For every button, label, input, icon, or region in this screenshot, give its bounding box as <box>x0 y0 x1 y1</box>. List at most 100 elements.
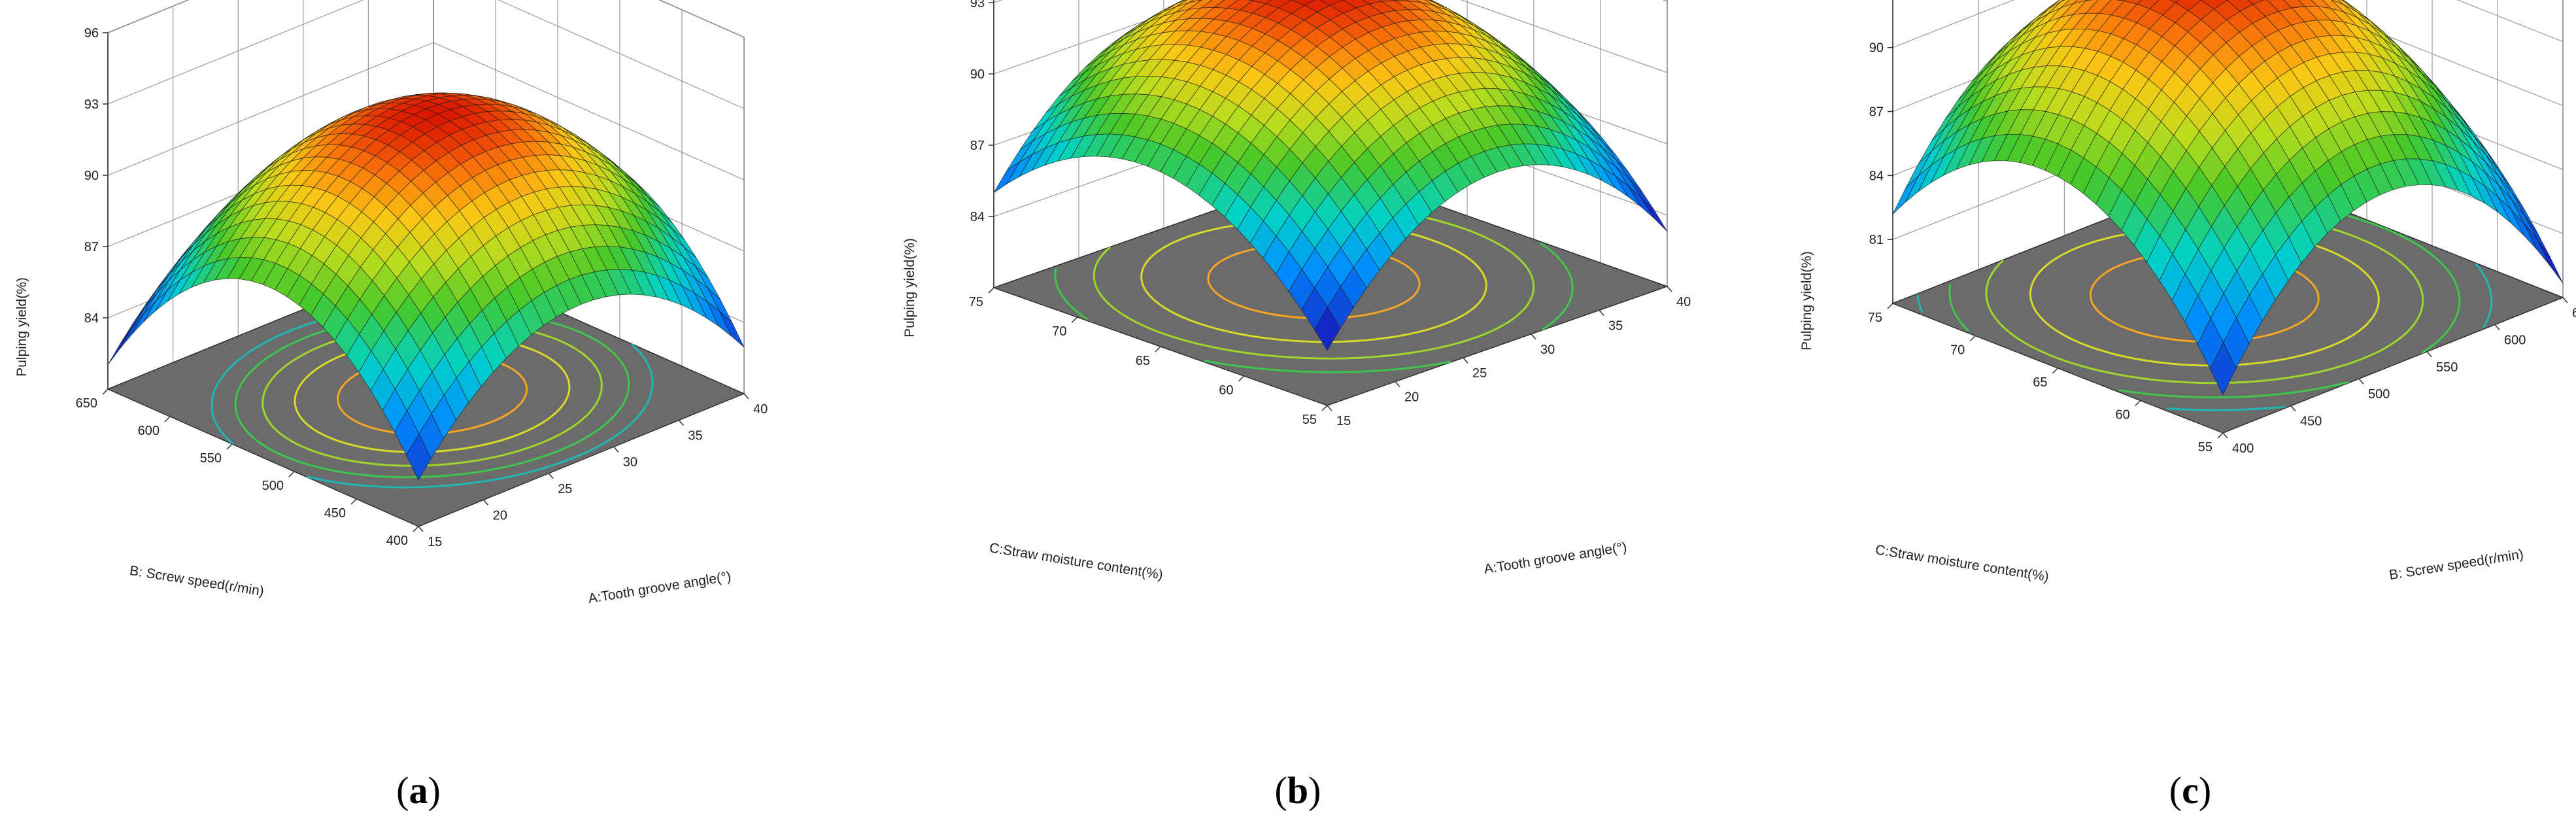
panel-label-open-paren: ( <box>396 769 409 812</box>
panel-label: (a) <box>396 769 441 812</box>
y-tick-mark <box>1238 375 1245 382</box>
y-tick-mark <box>2217 432 2224 439</box>
contour-line <box>1204 359 1451 373</box>
y-tick-mark <box>102 388 109 395</box>
y-tick-label: 55 <box>2198 440 2212 455</box>
panel-label-letter: b <box>1287 769 1308 812</box>
z-tick-label: 90 <box>1869 41 1884 56</box>
panel-label-close-paren: ) <box>428 769 441 812</box>
x-tick-label: 500 <box>2368 387 2390 402</box>
x-tick-mark <box>678 420 684 426</box>
contour-line <box>2166 405 2286 411</box>
surface-cell <box>1313 307 1341 351</box>
contour-line <box>1093 228 1535 360</box>
y-tick-label: 70 <box>1052 324 1066 339</box>
panel-label-open-paren: ( <box>2169 769 2182 812</box>
y-tick-label: 450 <box>324 506 346 521</box>
x-tick-label: 650 <box>2572 306 2576 320</box>
x-tick-label: 25 <box>558 482 572 496</box>
x-axis-title: B: Screw speed(r/min) <box>2388 547 2525 583</box>
y-tick-mark <box>1887 303 1893 309</box>
x-tick-mark <box>2222 432 2228 439</box>
y-tick-mark <box>1969 335 1976 342</box>
y-tick-label: 70 <box>1950 343 1965 358</box>
panel-b: 84879093961520253035405560657075Pulping … <box>902 0 1691 812</box>
z-tick-label: 84 <box>84 311 99 326</box>
x-axis: 15 20 25 30 35 40 <box>1327 286 1691 428</box>
x-tick-mark <box>2290 405 2296 412</box>
x-tick-mark <box>613 446 619 453</box>
x-tick-mark <box>548 473 554 479</box>
x-tick-label: 450 <box>2300 415 2322 429</box>
y-tick-mark <box>2135 400 2141 407</box>
x-tick-mark <box>1395 381 1400 388</box>
panel-label-close-paren: ) <box>1308 769 1321 812</box>
y-tick-label: 600 <box>138 424 160 438</box>
x-axis-title: A:Tooth groove angle(°) <box>1483 540 1628 577</box>
y-axis-title: C:Straw moisture content(%) <box>989 540 1164 583</box>
y-tick-label: 60 <box>1219 383 1233 398</box>
x-axis-title: A:Tooth groove angle(°) <box>587 569 732 606</box>
x-tick-label: 15 <box>1336 414 1351 428</box>
y-tick-mark <box>350 498 357 505</box>
x-tick-mark <box>1531 334 1536 340</box>
y-tick-label: 550 <box>200 451 222 466</box>
surface-cell <box>2210 341 2237 396</box>
panel-a: 84 87 90 93 96 15 20 25 30 35 40 400 450 500 550 600 650… <box>14 0 768 812</box>
z-tick-label: 87 <box>1869 105 1884 120</box>
y-tick-mark <box>164 416 171 422</box>
y-axis: 400 450 500 550 600 650 <box>76 388 419 548</box>
z-tick-label: 90 <box>970 67 985 82</box>
contour-line <box>1916 294 1924 313</box>
x-tick-mark <box>1327 405 1332 411</box>
x-tick-mark <box>1667 286 1672 292</box>
contour-line <box>2474 262 2493 329</box>
z-tick-label: 96 <box>84 26 99 41</box>
x-tick-mark <box>2358 378 2364 385</box>
y-tick-label: 60 <box>2116 408 2130 422</box>
x-tick-mark <box>1463 357 1468 364</box>
panel-label-open-paren: ( <box>1275 769 1287 812</box>
response-surface <box>993 0 1668 351</box>
x-tick-label: 40 <box>1676 295 1691 309</box>
y-tick-label: 75 <box>969 295 983 309</box>
x-axis: 15 20 25 30 35 40 <box>418 393 768 549</box>
y-tick-mark <box>226 443 233 450</box>
z-tick-label: 93 <box>970 0 985 10</box>
contour-line <box>1985 235 2424 385</box>
x-tick-mark <box>418 526 424 532</box>
x-tick-label: 600 <box>2504 333 2526 347</box>
surface-cell <box>2169 0 2180 3</box>
contour-line <box>1539 242 1574 331</box>
z-tick-label: 81 <box>1869 233 1884 247</box>
response-surface <box>107 92 745 481</box>
x-tick-label: 20 <box>1404 390 1419 405</box>
x-tick-mark <box>2426 351 2432 358</box>
contour-line <box>2118 381 2349 399</box>
x-tick-label: 30 <box>623 455 637 470</box>
x-tick-mark <box>2562 297 2568 303</box>
y-tick-mark <box>2052 368 2059 374</box>
y-tick-label: 65 <box>2033 375 2047 390</box>
x-tick-label: 15 <box>428 535 442 549</box>
z-axis-title: Pulping yield(%) <box>902 238 917 337</box>
x-tick-mark <box>2494 324 2500 330</box>
x-tick-label: 20 <box>493 508 507 523</box>
z-axis-title: Pulping yield(%) <box>14 277 29 377</box>
y-tick-label: 500 <box>262 479 284 493</box>
z-axis-title: Pulping yield(%) <box>1799 251 1814 351</box>
x-axis: 400 450 500 550 600 650 <box>2222 297 2576 456</box>
x-tick-label: 40 <box>753 402 768 417</box>
contour-line <box>1054 268 1089 320</box>
contour-line <box>1948 284 1970 332</box>
surface-cell <box>406 433 432 481</box>
panel-c: 8184879093964004505005506006505560657075… <box>1799 0 2576 812</box>
panel-label: (c) <box>2169 769 2211 812</box>
y-tick-label: 55 <box>1302 413 1317 427</box>
y-tick-mark <box>1155 346 1161 352</box>
x-tick-label: 25 <box>1472 366 1487 381</box>
x-tick-label: 35 <box>688 429 702 443</box>
